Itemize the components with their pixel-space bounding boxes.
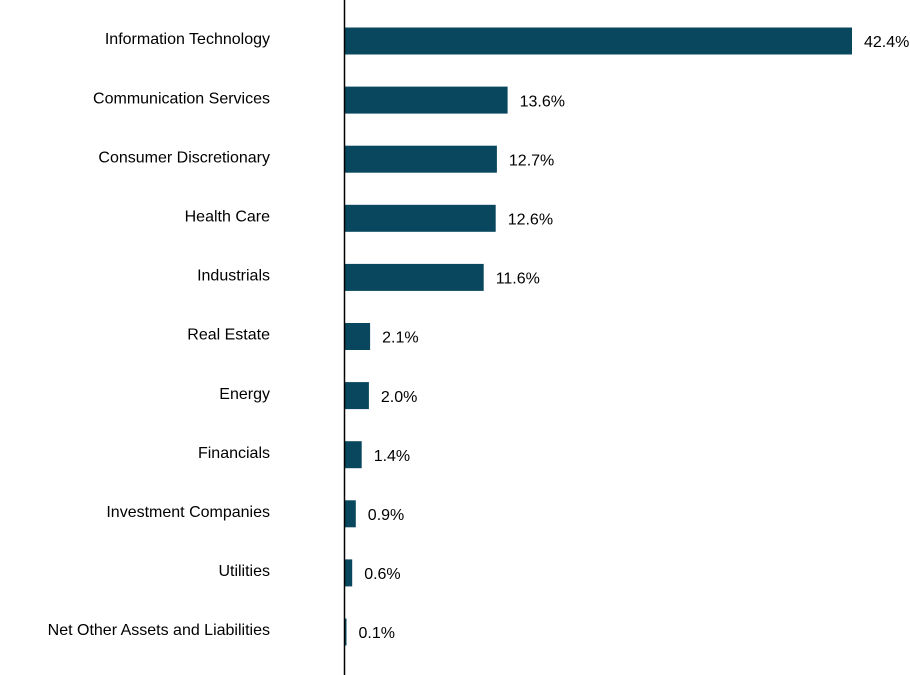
value-label-2: 12.7% — [509, 152, 554, 169]
value-labels-group: 42.4% 13.6% 12.7% 12.6% 11.6% 2.1% 2.0% 1.4% 0.9… — [359, 34, 910, 642]
category-label-3: Health Care — [185, 209, 270, 226]
category-label-0: Information Technology — [105, 31, 270, 48]
value-label-9: 0.6% — [364, 566, 400, 583]
category-label-4: Industrials — [197, 268, 270, 285]
value-label-10: 0.1% — [359, 625, 395, 642]
bar-9 — [345, 559, 353, 587]
bar-5 — [345, 323, 371, 350]
value-label-5: 2.1% — [382, 330, 418, 347]
category-label-10: Net Other Assets and Liabilities — [48, 622, 270, 639]
bar-10 — [345, 618, 347, 646]
bar-8 — [345, 500, 356, 528]
bar-0 — [345, 27, 852, 55]
bar-3 — [345, 204, 496, 232]
category-label-6: Energy — [219, 386, 270, 403]
value-label-0: 42.4% — [864, 34, 909, 51]
category-label-5: Real Estate — [187, 327, 270, 344]
bar-4 — [345, 263, 484, 291]
value-label-3: 12.6% — [508, 212, 553, 229]
bar-2 — [345, 145, 497, 173]
bar-7 — [345, 441, 362, 469]
category-label-2: Consumer Discretionary — [98, 149, 270, 166]
value-label-4: 11.6% — [496, 271, 540, 288]
category-label-8: Investment Companies — [106, 504, 270, 521]
value-label-7: 1.4% — [374, 448, 410, 465]
category-label-9: Utilities — [218, 563, 270, 580]
value-label-6: 2.0% — [381, 389, 417, 406]
category-label-7: Financials — [198, 445, 270, 462]
value-label-1: 13.6% — [520, 93, 565, 110]
value-label-8: 0.9% — [368, 507, 404, 524]
category-label-1: Communication Services — [93, 90, 270, 107]
bar-1 — [345, 86, 508, 114]
bars-group — [345, 27, 852, 646]
bar-6 — [345, 382, 369, 410]
category-labels-group: Information Technology Communication Serv… — [48, 31, 270, 639]
